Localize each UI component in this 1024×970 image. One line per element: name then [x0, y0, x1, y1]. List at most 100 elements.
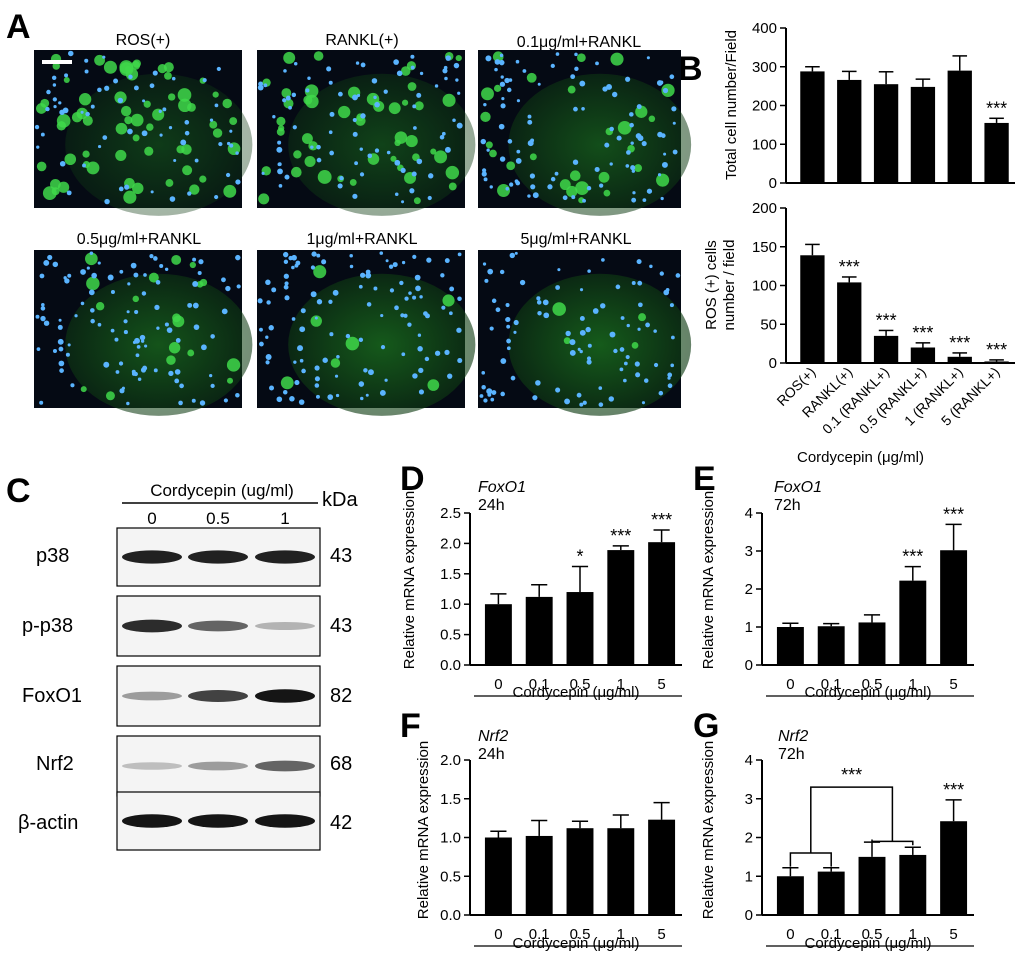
wb-protein-label: β-actin: [18, 812, 78, 834]
ros-positive-cell: [144, 146, 154, 156]
nucleus-dot: [265, 360, 270, 365]
nucleus-dot: [153, 256, 158, 261]
nucleus-dot: [606, 83, 613, 90]
nucleus-dot: [305, 88, 310, 93]
bar: [837, 282, 862, 363]
nucleus-dot: [34, 124, 40, 130]
significance-mark: ***: [902, 547, 923, 567]
nucleus-dot: [623, 378, 627, 383]
wb-band: [255, 622, 315, 630]
nucleus-dot: [84, 58, 89, 63]
nucleus-dot: [579, 80, 586, 87]
wb-band: [188, 814, 248, 828]
nucleus-dot: [103, 361, 110, 368]
ros-positive-cell: [569, 170, 581, 181]
nucleus-dot: [574, 66, 579, 72]
wb-band: [188, 690, 248, 702]
nucleus-dot: [311, 251, 317, 257]
ros-positive-cell: [168, 342, 181, 354]
ros-positive-cell: [280, 376, 294, 390]
nucleus-dot: [629, 112, 634, 117]
nucleus-dot: [658, 390, 664, 396]
nucleus-dot: [449, 311, 453, 316]
ros-positive-cell: [212, 91, 219, 98]
nucleus-dot: [152, 70, 158, 76]
x-axis-label: Cordycepin (μg/ml): [512, 935, 639, 952]
x-tick-label: 1: [909, 926, 917, 943]
ros-positive-cell: [181, 144, 192, 155]
y-tick-label: 0.5: [440, 627, 461, 644]
panel-letter-e: E: [693, 460, 716, 498]
nucleus-dot: [374, 148, 380, 153]
nucleus-dot: [126, 401, 130, 406]
nucleus-dot: [133, 272, 139, 278]
nucleus-dot: [636, 104, 642, 110]
nucleus-dot: [115, 370, 120, 374]
nucleus-dot: [600, 303, 606, 309]
ros-positive-cell: [166, 355, 176, 365]
nucleus-dot: [226, 141, 231, 146]
micrograph-5-rankl: 5μg/ml+RANKL: [478, 231, 692, 416]
nucleus-dot: [298, 399, 305, 405]
nucleus-dot: [412, 373, 418, 379]
y-tick-label: 300: [752, 59, 777, 76]
y-tick-label: 1: [745, 619, 753, 636]
ros-positive-cell: [529, 153, 537, 161]
nucleus-dot: [452, 118, 456, 122]
nucleus-dot: [669, 74, 675, 80]
nucleus-dot: [159, 133, 163, 137]
nucleus-dot: [485, 55, 492, 62]
nucleus-dot: [164, 322, 169, 327]
wb-band: [122, 619, 182, 633]
wb-band: [122, 691, 182, 701]
ros-positive-cell: [445, 165, 460, 180]
nucleus-dot: [625, 76, 631, 82]
nucleus-dot: [107, 274, 114, 281]
nucleus-dot: [265, 335, 269, 339]
nucleus-dot: [555, 387, 561, 393]
nucleus-dot: [175, 338, 181, 343]
nucleus-dot: [84, 69, 89, 74]
ros-positive-cell: [430, 148, 437, 155]
bracket-top: [810, 786, 894, 853]
nucleus-dot: [110, 328, 115, 333]
time-label: 72h: [778, 746, 805, 763]
nucleus-dot: [202, 78, 207, 83]
nucleus-dot: [516, 149, 521, 154]
nucleus-dot: [598, 402, 604, 407]
nucleus-dot: [216, 66, 221, 72]
nucleus-dot: [276, 396, 283, 403]
nucleus-dot: [659, 271, 664, 276]
ros-positive-cell: [226, 358, 241, 372]
nucleus-dot: [530, 184, 536, 190]
nucleus-dot: [532, 395, 538, 401]
nucleus-dot: [413, 126, 417, 130]
nucleus-dot: [335, 393, 340, 398]
significance-mark: *: [576, 547, 583, 567]
ros-positive-cell: [115, 149, 127, 162]
nucleus-dot: [444, 76, 448, 81]
nucleus-dot: [36, 145, 40, 149]
ros-positive-cell: [223, 184, 237, 198]
ros-positive-cell: [148, 272, 159, 283]
nucleus-dot: [670, 363, 675, 368]
nucleus-dot: [447, 373, 453, 379]
ros-positive-cell: [82, 150, 90, 158]
nucleus-dot: [481, 371, 486, 375]
nucleus-dot: [349, 264, 354, 269]
nucleus-dot: [630, 141, 634, 145]
bar: [484, 604, 512, 665]
ros-positive-cell: [36, 103, 47, 114]
nucleus-dot: [51, 75, 57, 81]
ros-positive-cell: [567, 85, 576, 94]
nucleus-dot: [490, 397, 495, 402]
x-axis-label: Cordycepin (μg/ml): [797, 449, 924, 466]
nucleus-dot: [487, 268, 494, 275]
ros-positive-cell: [575, 181, 589, 195]
time-label: 24h: [478, 746, 505, 763]
nucleus-dot: [595, 61, 599, 66]
nucleus-dot: [379, 251, 384, 255]
ros-positive-cell: [634, 164, 643, 172]
nucleus-dot: [360, 396, 364, 401]
nucleus-dot: [277, 168, 283, 175]
